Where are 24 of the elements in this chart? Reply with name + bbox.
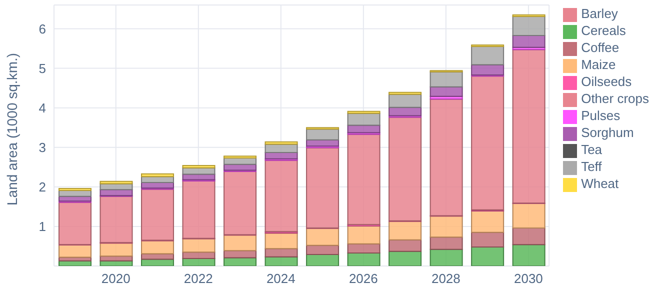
legend-label: Sorghum xyxy=(581,125,634,140)
x-tick-label: 2022 xyxy=(184,271,213,286)
y-tick-label: 1 xyxy=(38,219,46,234)
legend-label: Barley xyxy=(581,6,618,21)
y-tick-label: 2 xyxy=(38,180,46,195)
x-tick-label: 2028 xyxy=(431,271,460,286)
y-tick-label: 3 xyxy=(38,140,46,155)
x-tick-label: 2024 xyxy=(266,271,296,286)
legend-label: Wheat xyxy=(581,176,619,191)
x-tick-label: 2026 xyxy=(348,271,378,286)
y-tick-label: 4 xyxy=(38,100,46,116)
legend-label: Maize xyxy=(581,57,616,72)
legend-label: Cereals xyxy=(581,23,626,38)
x-tick-label: 2030 xyxy=(514,271,543,286)
legend-label: Oilseeds xyxy=(581,74,632,89)
legend-label: Other crops xyxy=(581,91,649,106)
legend-label: Pulses xyxy=(581,108,620,123)
legend-label: Coffee xyxy=(581,40,620,55)
y-tick-label: 5 xyxy=(38,60,46,76)
x-tick-label: 2020 xyxy=(101,271,130,286)
y-axis-title: Land area (1000 sq.km.) xyxy=(4,52,20,206)
legend-label: Tea xyxy=(581,142,602,157)
legend-label: Teff xyxy=(581,159,602,174)
y-tick-label: 6 xyxy=(38,21,46,36)
